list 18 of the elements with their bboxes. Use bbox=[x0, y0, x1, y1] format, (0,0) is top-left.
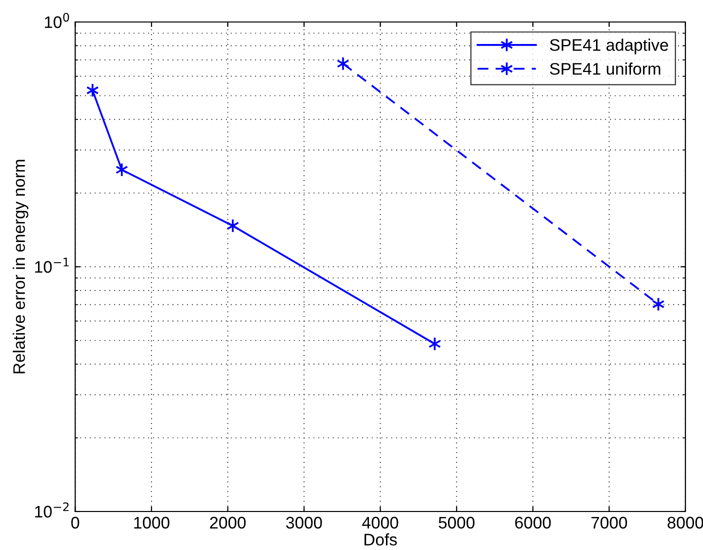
y-tick-label: 10$^{0}$ bbox=[44, 12, 70, 28]
x-tick-label: 1000 bbox=[134, 516, 170, 529]
x-tick-label: 3000 bbox=[286, 516, 322, 529]
x-tick-label: 2000 bbox=[210, 516, 246, 529]
x-tick-label: 6000 bbox=[515, 516, 551, 529]
x-axis-title: Dofs bbox=[364, 533, 397, 546]
legend-label: SPE41 uniform bbox=[550, 62, 660, 75]
y-tick-label: 10$^{−2}$ bbox=[35, 502, 69, 518]
y-axis-title: Relative error in energy norm bbox=[12, 160, 28, 374]
x-tick-label: 0 bbox=[71, 516, 80, 529]
y-tick-label: 10$^{−1}$ bbox=[35, 258, 69, 273]
point bbox=[86, 83, 99, 98]
x-tick-label: 4000 bbox=[362, 516, 398, 529]
x-tick-label: 8000 bbox=[668, 516, 703, 529]
point bbox=[336, 56, 350, 71]
x-tick-label: 5000 bbox=[438, 516, 474, 529]
x-tick-label: 7000 bbox=[591, 516, 628, 529]
legend-label: SPE41 adaptive bbox=[550, 38, 668, 54]
